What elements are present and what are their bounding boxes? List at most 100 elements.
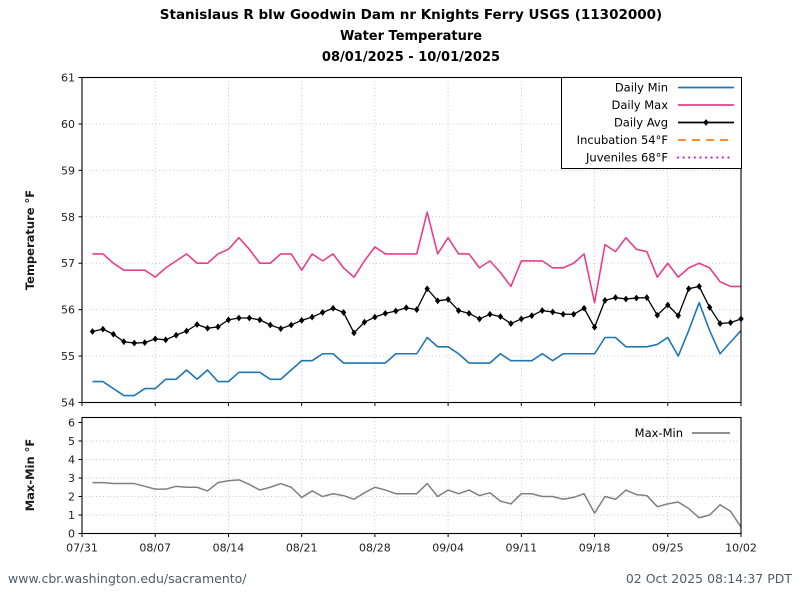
legend-label: Max-Min [635,426,683,440]
avg-marker [539,307,545,314]
y-tick-label: 3 [68,472,75,485]
avg-marker [142,339,148,347]
avg-marker [633,294,640,302]
avg-marker [706,303,713,311]
avg-marker [204,324,211,332]
legend-sample-marker [703,119,709,126]
avg-marker [570,310,577,318]
avg-marker [173,331,179,339]
y-tick-label: 61 [61,72,75,85]
avg-marker [162,336,169,344]
legend-label: Incubation 54°F [577,133,668,147]
y-tick-label: 54 [61,397,75,410]
main-axes: 54 55 56 57 58 59 60 61 [61,72,744,410]
avg-marker [340,309,347,316]
sub-axes: 0 1 2 3 4 5 6 07/31 08/07 08/14 08/21 08/28 09/04 09/… [66,417,757,555]
avg-marker [372,313,378,321]
avg-marker [466,309,472,317]
avg-marker [518,315,525,323]
x-tick-label: 09/04 [432,542,464,555]
avg-marker [236,314,242,322]
avg-marker [194,321,200,328]
y-tick-label: 57 [61,257,75,270]
y-tick-label: 2 [68,491,75,504]
x-tick-label: 07/31 [66,542,98,555]
chart-title-station: Stanislaus R blw Goodwin Dam nr Knights … [159,7,663,23]
y-tick-label: 4 [68,454,75,467]
legend-label: Juveniles 68°F [585,151,668,165]
y-tick-label: 56 [61,304,75,317]
sub-legend: Max-Min [635,426,730,440]
avg-marker [717,320,723,327]
avg-marker [361,318,368,326]
chart-title-parameter: Water Temperature [339,29,483,44]
avg-marker [654,311,661,319]
avg-marker [560,310,566,318]
avg-marker [278,325,284,333]
avg-marker [529,312,535,320]
avg-marker [288,321,294,329]
avg-marker [424,285,430,293]
y-tick-label: 5 [68,435,75,448]
avg-marker [121,338,127,346]
avg-marker [309,313,315,321]
avg-marker [215,323,221,331]
legend-label: Daily Max [611,98,668,112]
avg-marker [89,328,96,335]
avg-marker [675,312,681,320]
main-legend: Daily Min Daily Max Daily Avg Incubation 54… [561,77,742,169]
avg-marker [644,294,650,301]
daily-max-line [92,211,741,304]
avg-marker [455,307,462,314]
avg-marker [487,310,493,318]
x-tick-label: 09/25 [652,542,684,555]
avg-marker [183,327,190,335]
avg-marker [685,285,692,293]
avg-marker [414,306,420,314]
y-tick-label: 6 [68,417,75,430]
avg-marker [319,309,326,316]
avg-marker [257,316,263,324]
x-tick-label: 09/18 [579,542,611,555]
y-tick-label: 55 [61,350,75,363]
avg-marker [581,304,587,312]
footer-timestamp: 02 Oct 2025 08:14:37 PDT [625,571,792,586]
avg-marker [445,296,451,303]
avg-marker [393,307,399,315]
avg-marker [246,314,253,322]
axes-border [81,416,742,535]
chart-title-daterange: 08/01/2025 - 10/01/2025 [321,50,501,65]
avg-marker [110,330,117,338]
x-tick-label: 10/02 [725,542,757,555]
avg-marker [508,320,514,327]
avg-marker [298,316,305,324]
avg-marker [665,301,671,309]
avg-marker [727,319,734,327]
y-tick-label: 60 [61,118,75,131]
avg-marker [267,321,273,329]
avg-marker [434,297,441,305]
avg-marker [497,313,504,321]
avg-marker [330,304,336,312]
avg-marker [550,308,556,316]
daily-min-line [92,301,742,397]
avg-marker [152,335,158,343]
y-tick-label: 58 [61,211,75,224]
legend-label: Daily Avg [614,116,668,130]
axes-border [81,76,742,404]
avg-marker [382,309,389,317]
y-tick-label: 0 [68,528,75,541]
avg-marker [225,316,232,324]
x-tick-label: 08/14 [213,542,245,555]
x-tick-label: 08/21 [286,542,318,555]
avg-marker [591,323,598,331]
x-tick-label: 08/07 [139,542,171,555]
avg-marker [100,325,106,333]
avg-marker [696,283,702,290]
x-tick-label: 09/11 [505,542,537,555]
avg-marker [623,295,629,303]
avg-marker [351,329,357,337]
avg-marker [403,304,409,312]
x-tick-label: 08/28 [359,542,391,555]
